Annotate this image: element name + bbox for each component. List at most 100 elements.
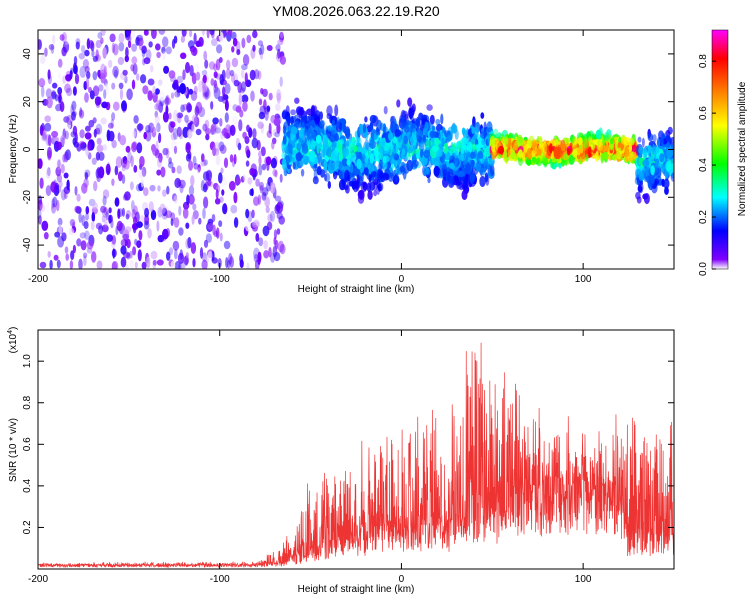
spectrogram-cell (125, 210, 131, 218)
spectrogram-cell (38, 39, 42, 50)
spectrogram-cell (100, 117, 107, 125)
spectrogram-cell (268, 122, 272, 135)
spectrogram-cell (129, 181, 134, 191)
spectrogram-cell (523, 145, 528, 154)
spectrogram-cell (202, 123, 208, 132)
spectrogram-cell (311, 131, 317, 140)
snr-y-ticks: 0.2 0.4 0.6 0.8 1.0 (22, 354, 674, 534)
spectrogram-cell (300, 117, 306, 128)
spectrogram-cell (266, 105, 271, 112)
spectrogram-cell (210, 30, 215, 39)
spectrogram-cell (199, 247, 204, 259)
spectrogram-cell (45, 167, 51, 179)
spectrogram-cell (131, 79, 136, 90)
spectrogram-cell (69, 70, 73, 80)
spectrogram-cell (203, 196, 209, 209)
spectrogram-cell (64, 130, 69, 140)
spectrogram-cell (410, 134, 417, 146)
spectrogram-cell (131, 209, 137, 220)
snr-x-tick-label: -200 (28, 574, 48, 585)
spectrogram-cell (319, 119, 326, 128)
spectrogram-cell (137, 249, 142, 262)
spectrogram-cell (88, 119, 95, 128)
spectrogram-cell (511, 147, 515, 160)
spectrogram-cell (250, 90, 255, 102)
spectrogram-cell (168, 157, 172, 165)
spectrogram-cell (145, 130, 152, 142)
spectrogram-cell (277, 240, 285, 253)
spectrogram-cell (162, 50, 167, 61)
spectrogram-cell (185, 238, 191, 250)
spectrogram-cell (188, 194, 195, 205)
spectrogram-cell (334, 104, 339, 117)
spectrogram-cell (275, 239, 279, 250)
spectrogram-cell (119, 88, 124, 101)
spectrogram-cell (351, 181, 356, 190)
spectrogram-cell (268, 247, 272, 258)
spectrogram-cell (591, 142, 595, 151)
spectrogram-cell (38, 209, 42, 219)
spectrogram-cell (118, 32, 125, 44)
spectrogram-cell (162, 147, 169, 156)
spectrogram-cell (131, 130, 136, 138)
spectrogram-cell (242, 174, 246, 182)
spectrogram-cell (526, 147, 533, 160)
spectrogram-cell (274, 195, 282, 202)
spectrogram-cell (187, 129, 193, 139)
spectrogram-cell (115, 156, 123, 168)
spectrogram-cell (364, 139, 370, 151)
spectrogram-cell (136, 142, 143, 154)
spectrogram-cell (300, 168, 305, 177)
spectrogram-cell (119, 135, 127, 146)
spectrogram-cell (154, 115, 160, 124)
spectrogram-cell (47, 74, 52, 85)
spectrogram-cell (114, 69, 118, 79)
spectrogram-cell (136, 73, 140, 81)
spectrogram-cell (63, 172, 69, 179)
snr-series-line (38, 342, 674, 569)
spectrogram-cell (117, 208, 121, 220)
spectrogram-cell (57, 236, 65, 248)
spectrogram-cell (291, 156, 295, 164)
spectrogram-cell (60, 189, 67, 201)
spectrogram-cell (76, 238, 82, 247)
colorbar-tick-label: 0.2 (698, 210, 709, 224)
spectrogram-cell (85, 125, 91, 132)
spectrogram-cell (57, 217, 63, 226)
spectrogram-cell (350, 163, 354, 174)
spectrogram-cell (78, 258, 83, 269)
spectrogram-cell (215, 127, 221, 134)
spectrogram-cell (665, 135, 671, 142)
spectrogram-cell (195, 62, 200, 72)
spectrogram-cell (369, 181, 376, 191)
spectrogram-cell (266, 45, 273, 51)
spectrogram-cell (85, 206, 90, 215)
spectrogram-cell (246, 34, 252, 44)
spectrogram-cell (102, 144, 108, 151)
spectrogram-cell (170, 132, 177, 141)
spectrogram-cell (260, 44, 265, 55)
spectrogram-cell (295, 152, 303, 162)
spectrogram-cell (113, 101, 120, 111)
spectrogram-cell (411, 117, 415, 124)
spectrogram-cell (44, 122, 52, 132)
spectrogram-cell (275, 204, 281, 212)
spectrogram-cell (362, 123, 367, 134)
spectrogram-cell (258, 111, 266, 120)
spectrogram-cell (74, 186, 78, 196)
spectrogram-cell (112, 248, 116, 259)
spectrogram-cell (136, 123, 144, 131)
spectrogram-cell (216, 44, 223, 54)
spectrogram-cell (357, 146, 362, 153)
spectrogram-cell (210, 78, 215, 86)
spectrogram-cell (111, 82, 116, 90)
spectrogram-cell (427, 177, 431, 184)
spectrogram-cell (282, 144, 287, 152)
spectrogram-cell (155, 43, 161, 51)
spectrogram-cell (483, 121, 487, 133)
spectrogram-cell (390, 122, 397, 132)
spectrogram-cell (150, 209, 157, 221)
spectrogram-cell (433, 165, 440, 177)
spectrogram-cell (221, 128, 229, 137)
spectrogram-cell (310, 119, 316, 128)
